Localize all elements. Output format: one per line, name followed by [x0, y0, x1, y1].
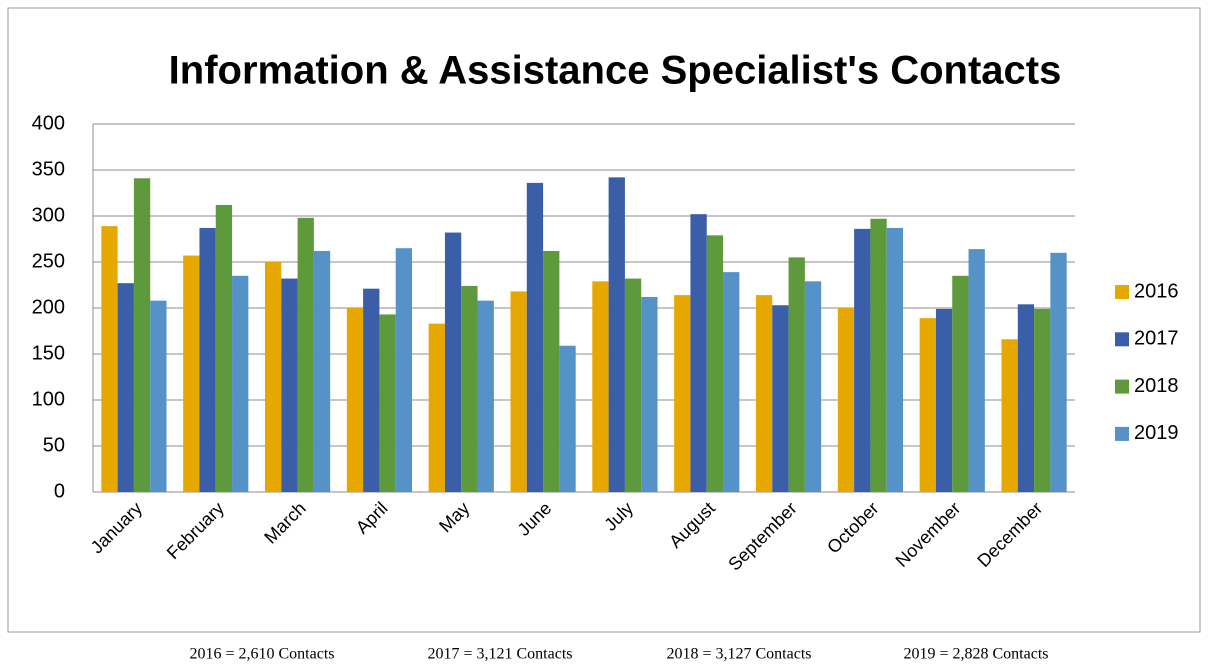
y-tick-label: 300: [32, 204, 65, 226]
bar: [592, 281, 609, 492]
footnote: 2016 = 2,610 Contacts: [189, 646, 334, 663]
y-tick-label: 350: [32, 158, 65, 180]
bar: [101, 226, 118, 492]
bar: [706, 235, 724, 492]
bar: [281, 278, 298, 492]
bar: [690, 214, 707, 492]
bar: [510, 291, 527, 492]
bar: [952, 275, 969, 492]
bar: [133, 178, 151, 492]
bar: [183, 255, 200, 492]
bar: [543, 250, 560, 492]
bar: [870, 218, 887, 492]
legend-label: 2019: [1134, 422, 1179, 444]
y-tick-label: 200: [32, 296, 65, 318]
bar: [297, 217, 314, 492]
bar: [968, 249, 985, 492]
bar: [379, 314, 396, 492]
bar: [526, 182, 544, 492]
bar: [461, 285, 478, 492]
bar: [755, 295, 773, 492]
legend-swatch: [1115, 426, 1129, 441]
bar: [395, 248, 413, 492]
bar: [723, 272, 740, 492]
y-tick-label: 50: [43, 434, 65, 456]
bar: [428, 323, 445, 492]
bar: [232, 275, 249, 492]
footnote: 2017 = 3,121 Contacts: [427, 646, 572, 663]
bar: [608, 177, 625, 493]
legend-label: 2017: [1134, 328, 1179, 350]
bar: [1034, 308, 1051, 492]
bar: [363, 288, 380, 492]
bar: [559, 345, 576, 492]
bar: [624, 278, 642, 492]
bar: [1050, 252, 1067, 492]
legend-label: 2018: [1134, 375, 1179, 397]
bar: [1017, 304, 1035, 492]
bar: [346, 308, 364, 492]
bar: [919, 318, 936, 492]
bar: [804, 281, 822, 492]
bar: [117, 283, 134, 492]
bar: [674, 295, 691, 492]
chart-title: Information & Assistance Specialist's Co…: [169, 49, 1062, 93]
bar: [150, 300, 167, 492]
bar: [854, 228, 871, 492]
y-tick-label: 150: [32, 342, 65, 364]
bar: [788, 257, 805, 492]
bar: [1001, 339, 1018, 492]
bar: [444, 232, 462, 492]
bar: [772, 305, 789, 492]
legend-swatch: [1115, 379, 1129, 394]
bar: [313, 250, 331, 492]
y-tick-label: 0: [54, 480, 65, 502]
bar: [935, 308, 953, 492]
bar: [215, 204, 233, 492]
legend-swatch: [1115, 332, 1129, 347]
y-tick-label: 100: [32, 388, 65, 410]
bar: [264, 262, 282, 492]
y-tick-label: 250: [32, 250, 65, 272]
bar: [641, 296, 658, 492]
legend-label: 2016: [1134, 280, 1179, 302]
footnote: 2018 = 3,127 Contacts: [666, 646, 811, 663]
bar: [199, 227, 216, 492]
y-tick-label: 400: [32, 112, 65, 134]
bar: [837, 308, 855, 492]
bar: [477, 300, 494, 492]
legend-swatch: [1115, 285, 1129, 299]
bar: [886, 227, 904, 492]
footnote: 2019 = 2,828 Contacts: [903, 646, 1048, 663]
